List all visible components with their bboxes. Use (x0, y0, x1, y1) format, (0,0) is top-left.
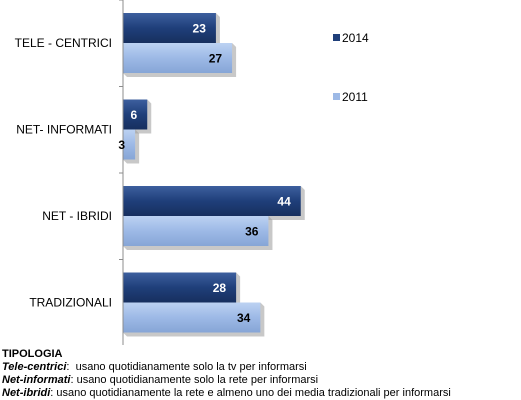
value-label-2011-net-informati: 3 (118, 138, 125, 152)
bar-2014-net-informati (123, 99, 152, 134)
note-text: usano quotidianamente solo la rete per i… (73, 374, 319, 386)
bar-chart: TELE - CENTRICI 23 27 NET- INFORMATI 6 3 NET -… (15, 0, 369, 345)
category-label-tele-centrici: TELE - CENTRICI (15, 36, 112, 50)
legend: 2014 2011 (333, 31, 369, 104)
category-label-net-informati: NET- INFORMATI (16, 123, 112, 137)
legend-swatch-2011 (333, 93, 340, 100)
note-text: usano quotidianamente la rete e almeno u… (53, 387, 451, 399)
category-label-net-ibridi: NET - IBRIDI (42, 209, 112, 223)
bar-2011-tele-centrici (123, 43, 237, 77)
note-term: Net-ibridi (2, 387, 51, 399)
note-term: Tele-centrici (2, 361, 67, 373)
value-label-2011-tele-centrici: 27 (209, 52, 223, 66)
notes-heading: TIPOLOGIA (2, 348, 63, 360)
value-label-2014-tradizionali: 28 (213, 281, 227, 295)
note-separator: : (70, 374, 74, 386)
value-label-2011-tradizionali: 34 (237, 311, 251, 325)
value-label-2014-net-ibridi: 44 (277, 195, 291, 209)
note-net-informati: Net-informati: usano quotidianamente sol… (2, 374, 521, 387)
note-term: Net-informati (2, 374, 71, 386)
note-separator: : (50, 387, 54, 399)
note-net-ibridi: Net-ibridi: usano quotidianamente la ret… (2, 387, 521, 400)
bar-2014-net-ibridi (123, 186, 305, 220)
note-text: usano quotidianamente solo la tv per inf… (69, 361, 307, 373)
notes-section: TIPOLOGIA Tele-centrici: usano quotidian… (2, 348, 521, 400)
value-label-2014-net-informati: 6 (131, 108, 138, 122)
bar-2011-tradizionali (122, 302, 265, 337)
legend-label-2011: 2011 (342, 90, 368, 104)
bar-2014-tradizionali (122, 272, 241, 307)
bar-2011-net-ibridi (123, 216, 273, 250)
labels-layer: TELE - CENTRICI 23 27 NET- INFORMATI 6 3 NET -… (15, 0, 291, 325)
legend-label-2014: 2014 (342, 31, 369, 45)
legend-swatch-2014 (333, 34, 340, 41)
category-label-tradizionali: TRADIZIONALI (29, 296, 112, 310)
value-label-2014-tele-centrici: 23 (193, 22, 207, 36)
bar-2014-tele-centrici (123, 13, 220, 47)
bar-2011-net-informati (122, 129, 140, 164)
note-tele-centrici: Tele-centrici: usano quotidianamente sol… (2, 361, 521, 374)
bars-layer (122, 13, 305, 337)
note-separator: : (66, 361, 70, 373)
value-label-2011-net-ibridi: 36 (245, 225, 259, 239)
